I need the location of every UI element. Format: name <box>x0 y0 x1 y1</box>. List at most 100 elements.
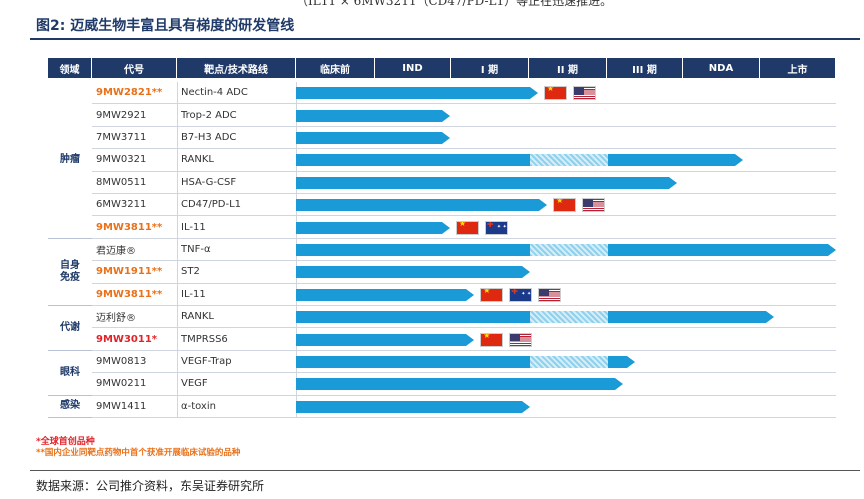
truncated-top-text: （IL11 × 6MW3211（CD47/PD-L1）等正在迅速推进。 <box>296 0 613 8</box>
pipeline-row: 迈利舒® RANKL <box>92 306 836 329</box>
header-4: 临床前 <box>296 58 375 78</box>
header-6: I 期 <box>451 58 529 78</box>
column-divider <box>177 171 178 193</box>
au-flag-icon <box>509 287 533 302</box>
note-first-domestic: **国内企业同靶点药物中首个获准开展临床试验的品种 <box>36 448 241 458</box>
domain-label: 感染 <box>48 396 92 418</box>
progress-bar <box>296 221 450 234</box>
us-flag-icon <box>582 198 606 213</box>
progress-bar <box>296 333 475 346</box>
drug-target: VEGF <box>181 378 208 390</box>
column-divider <box>177 82 178 104</box>
pipeline-row: 9MW2921 Trop-2 ADC <box>92 104 836 127</box>
drug-target: IL-11 <box>181 221 206 233</box>
progress-hatch <box>529 311 609 324</box>
pipeline-row: 9MW0211 VEGF <box>92 373 836 396</box>
progress-bar <box>296 355 636 368</box>
domain-label: 眼科 <box>48 351 92 396</box>
progress-bar <box>296 266 530 279</box>
drug-target: ST2 <box>181 266 200 278</box>
progress-bar <box>296 131 450 144</box>
progress-bar <box>296 378 623 391</box>
progress-bar <box>296 87 538 100</box>
progress-bar <box>296 400 530 413</box>
drug-target: RANKL <box>181 154 214 166</box>
column-divider <box>177 395 178 417</box>
header-3: 靶点/技术路线 <box>177 58 296 78</box>
progress-bar <box>296 243 836 256</box>
header-10: 上市 <box>760 58 836 78</box>
domain-label: 自身 免疫 <box>48 239 92 306</box>
column-divider <box>177 283 178 305</box>
figure-title: 图2: 迈威生物丰富且具有梯度的研发管线 <box>36 18 295 34</box>
arrow-head-icon <box>441 131 450 144</box>
pipeline-row: 6MW3211 CD47/PD-L1 <box>92 194 836 217</box>
cn-flag-icon <box>553 198 577 213</box>
pipeline-row: 9MW0813 VEGF-Trap <box>92 350 836 374</box>
arrow-head-icon <box>614 378 623 391</box>
header-8: III 期 <box>607 58 683 78</box>
drug-target: α-toxin <box>181 400 216 412</box>
progress-hatch <box>529 355 609 368</box>
cn-flag-icon <box>480 332 504 347</box>
drug-target: Trop-2 ADC <box>181 109 237 121</box>
arrow-head-icon <box>539 199 548 212</box>
column-divider <box>177 194 178 216</box>
drug-target: CD47/PD-L1 <box>181 199 242 211</box>
us-flag-icon <box>509 332 533 347</box>
column-divider <box>177 306 178 328</box>
drug-code: 9MW2821** <box>96 87 163 99</box>
us-flag-icon <box>572 86 596 101</box>
au-flag-icon <box>484 220 508 235</box>
progress-hatch <box>529 243 609 256</box>
pipeline-row: 9MW3811** IL-11 <box>92 283 836 306</box>
pipeline-row: 9MW3011* TMPRSS6 <box>92 328 836 351</box>
progress-hatch <box>529 154 609 167</box>
column-divider <box>177 373 178 395</box>
progress-bar <box>296 199 548 212</box>
source-text: 数据来源：公司推介资料，东吴证券研究所 <box>36 479 265 493</box>
pipeline-chart: 领域 代号 靶点/技术路线 临床前 IND I 期 II 期 III 期 NDA 上市 肿瘤 自身 免… <box>30 40 860 476</box>
pipeline-row: 9MW1911** ST2 <box>92 261 836 284</box>
pipeline-row: 8MW0511 HSA-G-CSF <box>92 171 836 194</box>
drug-code: 9MW0211 <box>96 378 147 390</box>
column-divider <box>177 104 178 126</box>
arrow-head-icon <box>521 400 530 413</box>
cn-flag-icon <box>455 220 479 235</box>
cn-flag-icon <box>480 287 504 302</box>
progress-bar <box>296 109 450 122</box>
drug-code: 君迈康® <box>96 245 136 257</box>
arrow-head-icon <box>441 221 450 234</box>
drug-target: TNF-α <box>181 243 211 255</box>
pipeline-row: 君迈康® TNF-α <box>92 238 836 262</box>
column-divider <box>177 238 178 261</box>
arrow-head-icon <box>735 154 744 167</box>
header-5: IND <box>375 58 451 78</box>
column-divider <box>177 216 178 238</box>
drug-code: 8MW0511 <box>96 176 147 188</box>
progress-bar <box>296 311 774 324</box>
arrow-head-icon <box>521 266 530 279</box>
drug-code: 9MW1911** <box>96 266 163 278</box>
arrow-head-icon <box>466 288 475 301</box>
column-divider <box>177 328 178 350</box>
header-9: NDA <box>683 58 760 78</box>
us-flag-icon <box>538 287 562 302</box>
domain-label: 肿瘤 <box>48 82 92 239</box>
progress-bar <box>296 288 475 301</box>
arrow-head-icon <box>441 109 450 122</box>
progress-bar <box>296 176 677 189</box>
pipeline-row: 9MW2821** Nectin-4 ADC <box>92 82 836 105</box>
drug-code: 7MW3711 <box>96 131 147 143</box>
drug-code: 9MW2921 <box>96 109 147 121</box>
progress-bar <box>296 154 744 167</box>
header-1: 领域 <box>48 58 92 78</box>
cn-flag-icon <box>543 86 567 101</box>
drug-target: B7-H3 ADC <box>181 131 237 143</box>
arrow-head-icon <box>828 243 836 256</box>
column-divider <box>177 126 178 149</box>
drug-code: 9MW3011* <box>96 333 158 345</box>
arrow-head-icon <box>765 311 774 324</box>
arrow-head-icon <box>627 355 636 368</box>
pipeline-row: 7MW3711 B7-H3 ADC <box>92 126 836 150</box>
